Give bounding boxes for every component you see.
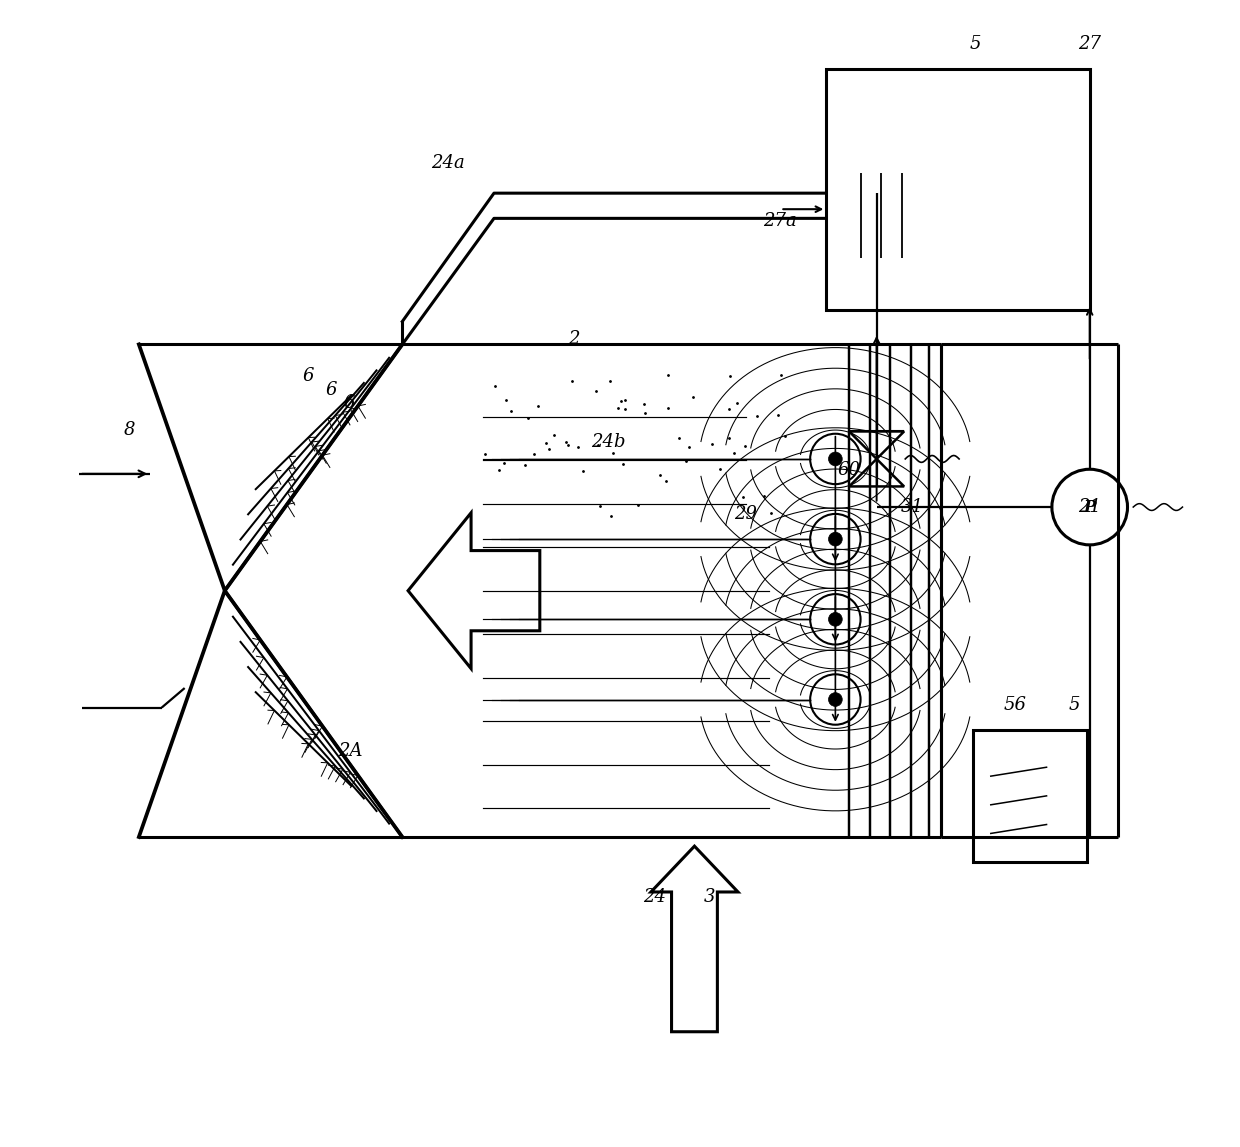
Text: 6: 6 <box>303 367 314 385</box>
Bar <box>973 731 1087 863</box>
Text: 6: 6 <box>326 381 337 399</box>
Text: 5: 5 <box>1069 696 1080 715</box>
Text: 3: 3 <box>703 888 715 906</box>
Polygon shape <box>408 513 539 669</box>
Text: 60: 60 <box>838 461 861 479</box>
Circle shape <box>828 612 842 626</box>
Text: 6: 6 <box>343 393 356 412</box>
Text: 21: 21 <box>1079 498 1101 516</box>
Polygon shape <box>651 846 738 1032</box>
Text: 29: 29 <box>734 505 758 523</box>
Text: 24a: 24a <box>432 155 465 172</box>
Bar <box>826 70 1090 310</box>
Circle shape <box>828 452 842 466</box>
Text: 8: 8 <box>124 421 135 439</box>
Text: 5: 5 <box>970 36 981 53</box>
Polygon shape <box>849 459 904 486</box>
Text: 2: 2 <box>568 329 580 348</box>
Text: 27a: 27a <box>764 212 797 229</box>
Text: 27: 27 <box>1079 36 1101 53</box>
Circle shape <box>828 532 842 546</box>
Polygon shape <box>849 431 904 459</box>
Circle shape <box>828 693 842 707</box>
Text: 2A: 2A <box>339 742 363 760</box>
Text: 31: 31 <box>900 498 924 516</box>
Text: 56: 56 <box>1003 696 1027 715</box>
Text: P: P <box>1084 499 1096 515</box>
Text: 24: 24 <box>642 888 666 906</box>
Text: 24b: 24b <box>591 432 626 451</box>
